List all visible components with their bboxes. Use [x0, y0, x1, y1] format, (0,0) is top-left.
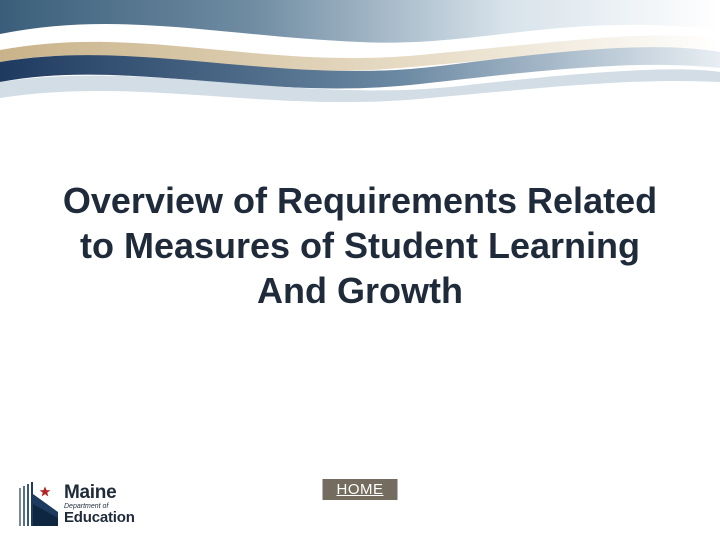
slide-title: Overview of Requirements Related to Meas…: [0, 178, 720, 313]
logo-text: Maine Department of Education: [64, 483, 135, 525]
home-button[interactable]: HOME: [323, 479, 398, 500]
logo-mark: [18, 482, 58, 526]
logo-edu: Education: [64, 510, 135, 525]
maine-doe-logo: Maine Department of Education: [18, 482, 135, 526]
logo-brand: Maine: [64, 483, 135, 502]
wave-header: [0, 0, 720, 120]
slide: Overview of Requirements Related to Meas…: [0, 0, 720, 540]
